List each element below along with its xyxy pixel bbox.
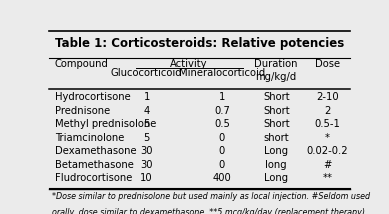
- Text: 2-10: 2-10: [316, 92, 339, 103]
- Text: orally, dose similar to dexamethasone  **5 mcg/kg/day (replacement therapy): orally, dose similar to dexamethasone **…: [52, 208, 364, 214]
- Text: 0.02-0.2: 0.02-0.2: [307, 146, 348, 156]
- Text: #: #: [323, 160, 332, 170]
- Text: **: **: [322, 174, 333, 183]
- Text: Long: Long: [264, 146, 288, 156]
- Text: Short: Short: [263, 119, 289, 129]
- Text: Table 1: Corticosteroids: Relative potencies: Table 1: Corticosteroids: Relative poten…: [55, 37, 344, 50]
- Text: 0: 0: [219, 146, 225, 156]
- Text: Activity: Activity: [170, 59, 208, 70]
- Text: 0.7: 0.7: [214, 106, 230, 116]
- Text: Compound: Compound: [54, 59, 109, 70]
- Text: short: short: [263, 133, 289, 143]
- Text: 4: 4: [144, 106, 150, 116]
- Text: Short: Short: [263, 92, 289, 103]
- Text: 5: 5: [144, 119, 150, 129]
- Text: Fludrocortisone: Fludrocortisone: [54, 174, 132, 183]
- Text: Glucocorticoid: Glucocorticoid: [111, 68, 182, 78]
- Text: 0: 0: [219, 133, 225, 143]
- Text: long: long: [265, 160, 287, 170]
- Text: Prednisone: Prednisone: [54, 106, 110, 116]
- Text: Betamethasone: Betamethasone: [54, 160, 133, 170]
- Text: 30: 30: [140, 160, 153, 170]
- Text: Long: Long: [264, 174, 288, 183]
- Text: 0: 0: [219, 160, 225, 170]
- Text: 0.5: 0.5: [214, 119, 230, 129]
- Text: Short: Short: [263, 106, 289, 116]
- Text: Hydrocortisone: Hydrocortisone: [54, 92, 130, 103]
- Text: 1: 1: [219, 92, 225, 103]
- Text: Dexamethasone: Dexamethasone: [54, 146, 136, 156]
- Text: 0.5-1: 0.5-1: [315, 119, 340, 129]
- Text: 30: 30: [140, 146, 153, 156]
- Text: *: *: [325, 133, 330, 143]
- Text: 5: 5: [144, 133, 150, 143]
- Text: Dose: Dose: [315, 59, 340, 70]
- Text: 2: 2: [324, 106, 331, 116]
- Text: *Dose similar to prednisolone but used mainly as local injection. #Seldom used: *Dose similar to prednisolone but used m…: [52, 192, 370, 201]
- Text: Duration
mg/kg/d: Duration mg/kg/d: [254, 59, 298, 82]
- Text: Triamcinolone: Triamcinolone: [54, 133, 124, 143]
- Text: Methyl prednisolone: Methyl prednisolone: [54, 119, 156, 129]
- Text: 10: 10: [140, 174, 153, 183]
- Text: 400: 400: [213, 174, 231, 183]
- Text: 1: 1: [144, 92, 150, 103]
- Text: Mineralocorticoid: Mineralocorticoid: [179, 68, 265, 78]
